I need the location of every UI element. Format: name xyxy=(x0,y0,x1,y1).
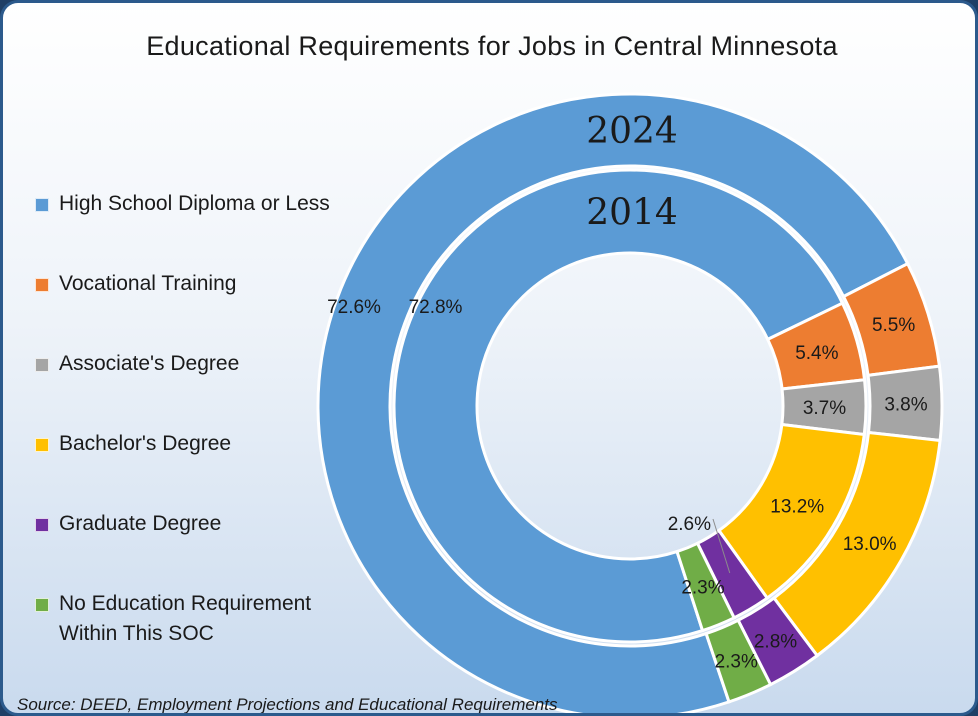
outer-label-bachelor: 13.0% xyxy=(843,534,897,555)
legend-label-vocational: Vocational Training xyxy=(59,272,237,295)
inner-label-no-education: 2.3% xyxy=(681,577,724,598)
legend-item-associate: Associate's Degree xyxy=(35,349,239,379)
legend-item-vocational: Vocational Training xyxy=(35,269,236,299)
source-note: Source: DEED, Employment Projections and… xyxy=(17,695,558,714)
legend-item-no-education: No Education Requirement Within This SOC xyxy=(35,589,311,649)
legend-swatch-high-school xyxy=(35,198,49,212)
inner-label-high-school: 72.8% xyxy=(409,297,463,318)
outer-label-high-school: 72.6% xyxy=(327,297,381,318)
outer-slice-no-education xyxy=(704,618,773,704)
inner-slice-no-education xyxy=(675,541,737,633)
inner-label-bachelor: 13.2% xyxy=(770,496,824,517)
inner-label-vocational: 5.4% xyxy=(795,343,838,364)
legend-item-bachelor: Bachelor's Degree xyxy=(35,429,231,459)
legend-swatch-associate xyxy=(35,358,49,372)
outer-ring-year-label: 2024 xyxy=(586,111,678,152)
outer-label-associate: 3.8% xyxy=(884,395,927,416)
legend-label-high-school: High School Diploma or Less xyxy=(59,192,330,215)
inner-leader-line-graduate xyxy=(712,518,731,574)
doughnut-hole xyxy=(479,255,781,557)
legend-swatch-bachelor xyxy=(35,438,49,452)
outer-label-no-education: 2.3% xyxy=(715,652,758,673)
legend-label-associate: Associate's Degree xyxy=(59,352,240,375)
legend-label-no-education: No Education Requirement Within This SOC xyxy=(59,592,312,645)
legend-item-high-school: High School Diploma or Less xyxy=(35,189,330,219)
inner-label-associate: 3.7% xyxy=(803,398,846,419)
outer-label-graduate: 2.8% xyxy=(754,632,797,653)
legend-label-graduate: Graduate Degree xyxy=(59,512,222,535)
legend-swatch-graduate xyxy=(35,518,49,532)
inner-label-graduate: 2.6% xyxy=(668,514,711,535)
legend-item-graduate: Graduate Degree xyxy=(35,509,221,539)
doughnut-chart: 72.6%5.5%3.8%13.0%2.8%2.3%202472.8%5.4%3… xyxy=(316,92,944,713)
legend-swatch-no-education xyxy=(35,598,49,612)
legend-label-bachelor: Bachelor's Degree xyxy=(59,432,232,455)
inner-ring-year-label: 2014 xyxy=(586,193,678,234)
chart-title: Educational Requirements for Jobs in Cen… xyxy=(146,31,838,61)
inner-slice-high-school xyxy=(392,168,845,644)
legend-swatch-vocational xyxy=(35,278,49,292)
outer-label-vocational: 5.5% xyxy=(872,315,915,336)
outer-slice-high-school xyxy=(316,92,910,713)
